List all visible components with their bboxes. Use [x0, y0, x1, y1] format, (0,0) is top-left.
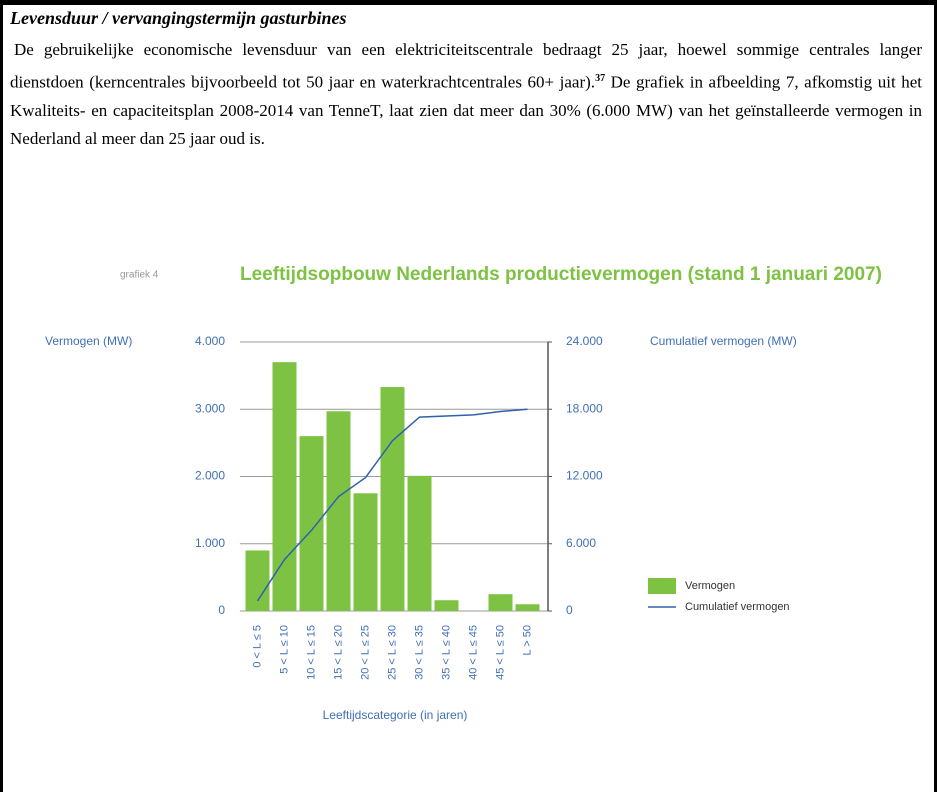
x-tick-label: 5 < L ≤ 10 [278, 625, 290, 674]
x-tick-label: L > 50 [521, 625, 533, 655]
x-tick-label: 35 < L ≤ 40 [440, 625, 452, 680]
bar [434, 600, 459, 611]
bar [488, 594, 513, 611]
document-title: Levensduur / vervangingstermijn gasturbi… [10, 8, 347, 28]
bar [326, 411, 351, 611]
line [256, 408, 528, 602]
bar [515, 604, 540, 611]
y2-axis-title: Cumulatief vermogen (MW) [650, 334, 797, 348]
x-tick-label: 10 < L ≤ 15 [305, 625, 317, 680]
bar [245, 550, 270, 611]
y-tick-label: 2.000 [195, 469, 225, 483]
x-tick-label: 20 < L ≤ 25 [359, 625, 371, 680]
bar [407, 475, 432, 611]
y-tick-label: 0 [218, 603, 225, 617]
bar [353, 493, 378, 611]
y-tick-label: 1.000 [195, 536, 225, 550]
bar [380, 387, 405, 611]
legend-swatch [648, 578, 676, 594]
y-axis-title: Vermogen (MW) [45, 334, 132, 348]
paragraph: De gebruikelijke economische levensduur … [10, 36, 922, 154]
chart-label: grafiek 4 [120, 270, 159, 281]
y2-tick-label: 6.000 [566, 536, 596, 550]
x-tick-label: 15 < L ≤ 20 [332, 625, 344, 680]
y2-tick-label: 24.000 [566, 334, 603, 348]
x-axis-title: Leeftijdscategorie (in jaren) [323, 708, 468, 722]
bar [272, 362, 297, 611]
legend-label: Cumulatief vermogen [685, 601, 790, 613]
x-tick-label: 40 < L ≤ 45 [467, 625, 479, 680]
paragraph-text: De gebruikelijke economische levensduur … [10, 40, 922, 92]
y2-tick-label: 18.000 [566, 401, 603, 415]
y2-tick-label: 0 [566, 603, 573, 617]
bar [299, 436, 324, 611]
x-tick-label: 0 < L ≤ 5 [251, 625, 263, 668]
y-tick-label: 3.000 [195, 401, 225, 415]
x-tick-label: 45 < L ≤ 50 [494, 625, 506, 680]
legend-label: Vermogen [685, 580, 735, 592]
footnote: 37 [595, 72, 606, 84]
x-tick-label: 30 < L ≤ 35 [413, 625, 425, 680]
chart-title: Leeftijdsopbouw Nederlands productieverm… [240, 264, 882, 285]
x-tick-label: 25 < L ≤ 30 [386, 625, 398, 680]
y-tick-label: 4.000 [195, 334, 225, 348]
paragraph-text: De grafiek in afbeelding 7, afkomstig ui… [10, 72, 923, 149]
y2-tick-label: 12.000 [566, 469, 603, 483]
